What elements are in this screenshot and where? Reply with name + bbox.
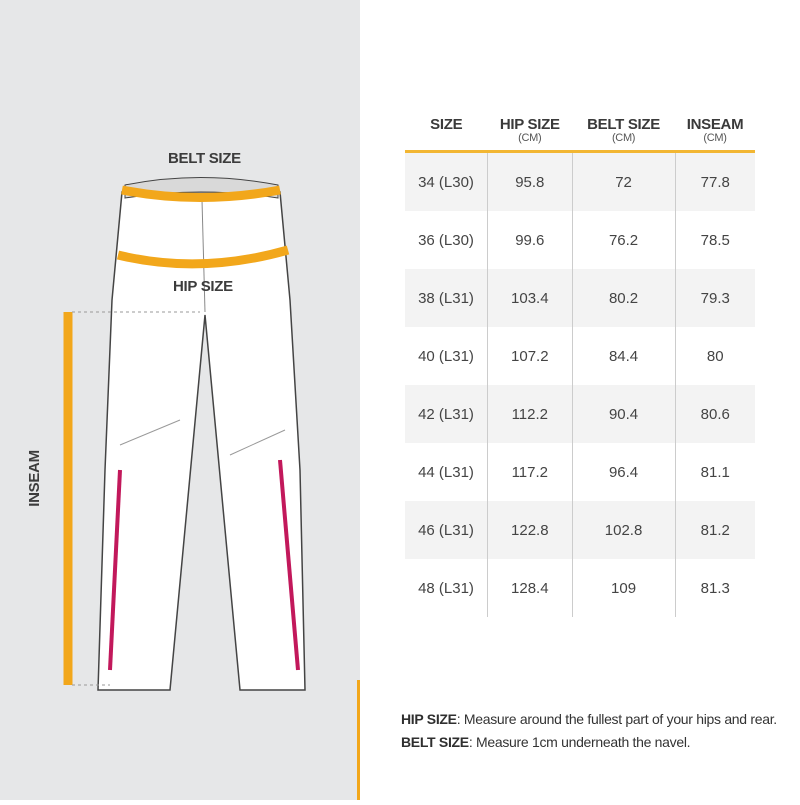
table-row: 34 (L30) 95.8 72 77.8 — [405, 151, 755, 211]
header-belt: BELT SIZE (CM) — [572, 114, 676, 153]
table-row: 38 (L31) 103.4 80.2 79.3 — [405, 269, 755, 327]
table-cell: 96.4 — [571, 443, 676, 501]
table-cell: 81.1 — [674, 443, 755, 501]
table-cell: 77.8 — [674, 151, 755, 211]
table-row: 44 (L31) 117.2 96.4 81.1 — [405, 443, 755, 501]
header-hip: HIP SIZE (CM) — [487, 114, 573, 153]
size-table: SIZE HIP SIZE (CM) BELT SIZE (CM) INSEAM (C… — [405, 114, 755, 617]
belt-tape — [121, 185, 281, 202]
measurement-notes: HIP SIZE: Measure around the fullest par… — [401, 708, 777, 754]
header-size: SIZE — [405, 114, 488, 153]
inseam-label: INSEAM — [25, 450, 43, 507]
table-cell: 112.2 — [487, 385, 573, 443]
table-cell: 72 — [571, 151, 676, 211]
hip-size-label: HIP SIZE — [173, 278, 233, 295]
table-cell: 80.2 — [571, 269, 676, 327]
table-cell: 79.3 — [674, 269, 755, 327]
table-cell: 81.3 — [674, 559, 755, 617]
table-row: 46 (L31) 122.8 102.8 81.2 — [405, 501, 755, 559]
table-cell: 44 (L31) — [418, 463, 474, 481]
table-cell: 40 (L31) — [418, 347, 474, 365]
table-cell: 42 (L31) — [405, 385, 488, 443]
table-cell: 78.5 — [674, 211, 755, 269]
table-cell: 117.2 — [487, 443, 573, 501]
table-cell: 76.2 — [571, 211, 676, 269]
table-row: 40 (L31) 107.2 84.4 80 — [405, 327, 755, 385]
table-cell: 99.6 — [487, 211, 573, 269]
table-cell: 81.2 — [674, 501, 755, 559]
note-hip: HIP SIZE: Measure around the fullest par… — [401, 711, 777, 727]
table-cell: 128.4 — [487, 559, 573, 617]
table-cell: 80 — [674, 327, 755, 385]
pants-illustration — [63, 177, 306, 691]
table-cell: 84.4 — [571, 327, 676, 385]
accent-bar — [357, 680, 360, 800]
illustration-panel: BELT SIZE HIP SIZE INSEAM — [0, 0, 360, 800]
table-cell: 102.8 — [571, 501, 676, 559]
note-belt: BELT SIZE: Measure 1cm underneath the na… — [401, 734, 691, 750]
header-inseam: INSEAM (CM) — [675, 114, 755, 153]
table-cell: 122.8 — [487, 501, 573, 559]
table-cell: 46 (L31) — [405, 501, 488, 559]
table-row: 42 (L31) 112.2 90.4 80.6 — [405, 385, 755, 443]
table-cell: 36 (L30) — [418, 231, 474, 249]
table-cell: 109 — [571, 559, 676, 617]
belt-size-label: BELT SIZE — [168, 150, 241, 167]
table-cell: 90.4 — [571, 385, 676, 443]
table-cell: 80.6 — [674, 385, 755, 443]
table-cell: 38 (L31) — [405, 269, 488, 327]
table-cell: 103.4 — [487, 269, 573, 327]
table-cell: 48 (L31) — [418, 579, 474, 597]
table-row: 36 (L30) 99.6 76.2 78.5 — [405, 211, 755, 269]
hip-tape — [116, 245, 290, 269]
table-cell: 34 (L30) — [405, 151, 488, 211]
table-cell: 107.2 — [487, 327, 573, 385]
table-row: 48 (L31) 128.4 109 81.3 — [405, 559, 755, 617]
table-cell: 95.8 — [487, 151, 573, 211]
